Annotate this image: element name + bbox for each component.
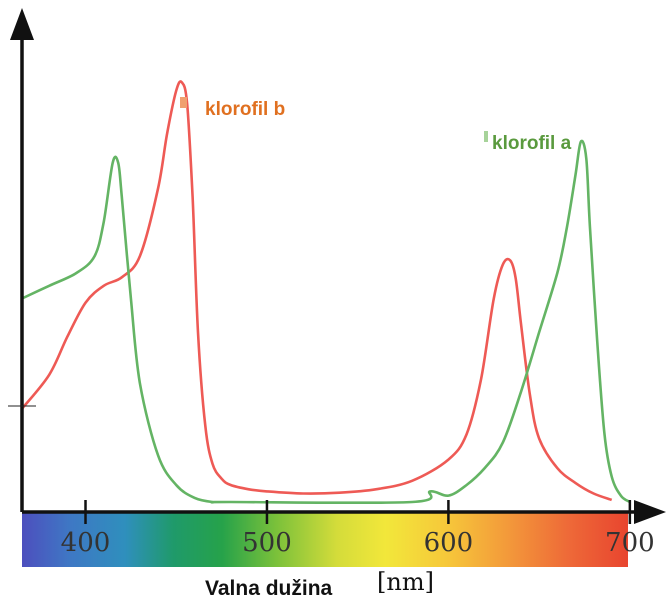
series-line-klorofil-b (20, 80, 613, 502)
x-axis-unit: [nm] (377, 568, 434, 596)
x-tick-label-700: 700 (605, 528, 655, 558)
label-marker-b (180, 97, 187, 108)
series-line-klorofil-a (21, 139, 631, 505)
tick-layer: 400 500 600 700 (61, 500, 655, 558)
x-axis-label: Valna dužina (205, 577, 333, 599)
x-axis-arrow (634, 500, 666, 524)
series-label-klorofil-a: klorofil a (492, 133, 572, 154)
series-layer (20, 80, 631, 505)
x-tick-label-400: 400 (61, 528, 111, 558)
x-tick-label-600: 600 (424, 528, 474, 558)
spectrum-band (22, 512, 628, 567)
y-axis-arrow (10, 8, 34, 40)
label-marker-a (484, 131, 488, 142)
x-tick-label-500: 500 (242, 528, 292, 558)
series-label-klorofil-b: klorofil b (205, 99, 285, 120)
